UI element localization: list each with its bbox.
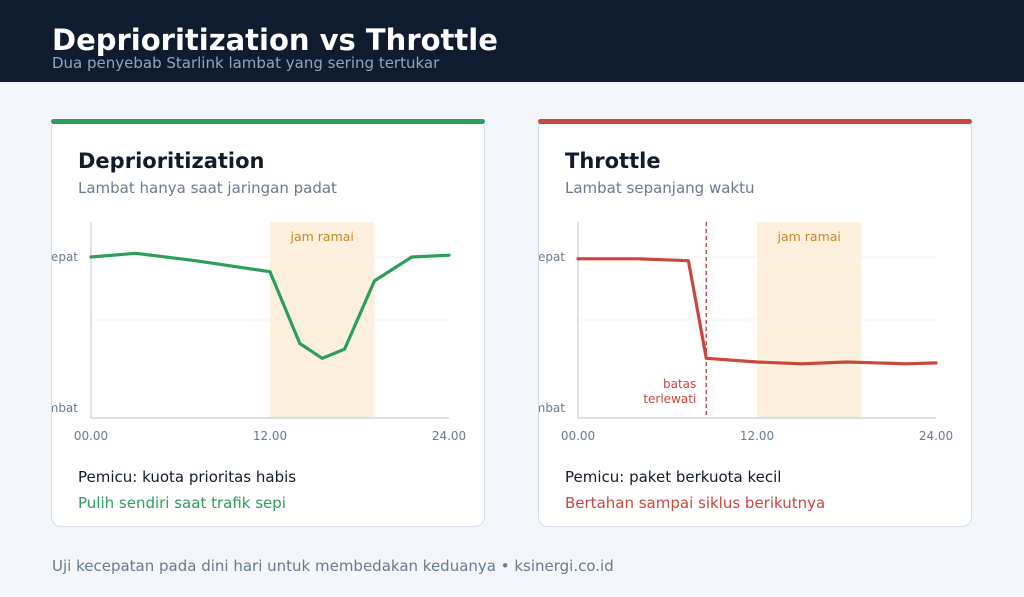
card-note: Bertahan sampai siklus berikutnya <box>565 494 826 512</box>
x-tick-label: 00.00 <box>74 429 108 443</box>
footer-note: Uji kecepatan pada dini hari untuk membe… <box>52 557 614 575</box>
page-subtitle: Dua penyebab Starlink lambat yang sering… <box>52 54 440 72</box>
band-label: jam ramai <box>777 229 841 244</box>
x-tick-label: 24.00 <box>432 429 466 443</box>
y-tick-label: cepat <box>52 250 78 264</box>
header: Deprioritization vs Throttle Dua penyeba… <box>0 0 1024 82</box>
deprioritization-chart: jam ramai cepat lambat 00.00 12.00 24.00 <box>52 222 466 443</box>
speed-line <box>576 257 938 366</box>
x-tick-label: 00.00 <box>561 429 595 443</box>
x-tick-label: 12.00 <box>253 429 287 443</box>
band-label: jam ramai <box>290 229 354 244</box>
card-trigger: Pemicu: kuota prioritas habis <box>78 468 297 486</box>
limit-marker-label: terlewati <box>643 392 696 406</box>
deprioritization-card: Deprioritization Lambat hanya saat jarin… <box>51 119 485 527</box>
y-tick-label: lambat <box>52 401 78 415</box>
limit-marker-label: batas <box>663 377 696 391</box>
card-description: Lambat sepanjang waktu <box>565 179 755 197</box>
throttle-card: Throttle Lambat sepanjang waktu jam rama… <box>538 119 972 527</box>
card-accent-bar <box>538 119 972 124</box>
y-tick-label: cepat <box>539 250 565 264</box>
page-title: Deprioritization vs Throttle <box>52 23 498 57</box>
y-tick-label: lambat <box>539 401 565 415</box>
x-tick-label: 12.00 <box>740 429 774 443</box>
card-accent-bar <box>51 119 485 124</box>
card-description: Lambat hanya saat jaringan padat <box>78 179 337 197</box>
speed-line <box>89 251 451 360</box>
card-note: Pulih sendiri saat trafik sepi <box>78 494 286 512</box>
x-tick-label: 24.00 <box>919 429 953 443</box>
card-title: Throttle <box>565 149 661 173</box>
throttle-chart: jam ramai cepat lambat 00.00 12.00 24.00 batas… <box>539 222 953 443</box>
card-trigger: Pemicu: paket berkuota kecil <box>565 468 782 486</box>
card-title: Deprioritization <box>78 149 265 173</box>
